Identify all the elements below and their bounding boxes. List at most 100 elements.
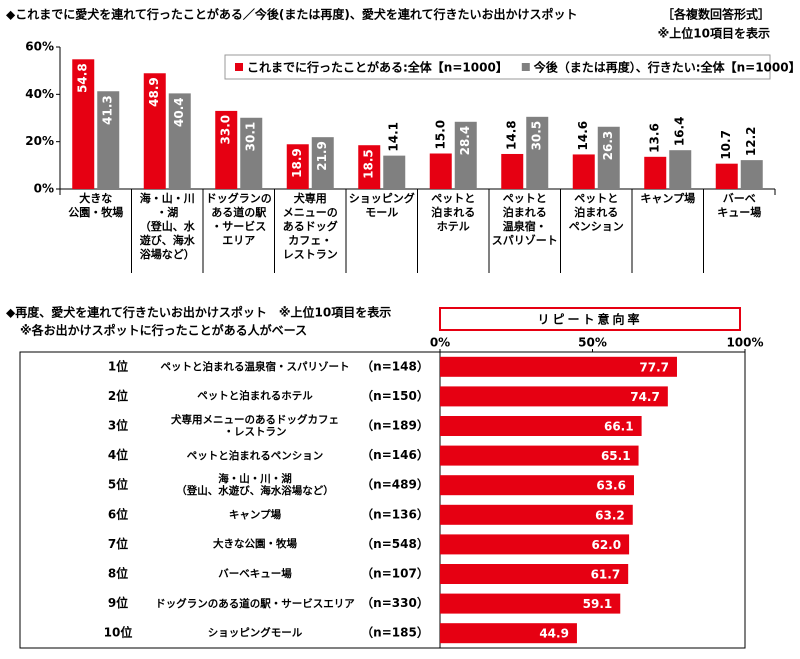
value-label: 77.7 [639,360,669,374]
n-label: （n=185） [361,625,429,640]
x-tick-label: ドッグランの ある道の駅 ・サービス エリア [205,192,272,247]
n-label: （n=136） [361,506,429,521]
value-label: 14.8 [505,120,519,150]
bar [440,593,621,614]
bar [143,73,166,189]
rank-label: 3位 [108,418,128,433]
value-label: 16.4 [673,117,687,147]
y-tick-label: ペットと泊まれるホテル [197,390,313,403]
bar [358,145,381,189]
y-tick-label: ペットと泊まれる温泉宿・スパリゾート [160,360,350,373]
value-label: 74.7 [630,390,660,404]
bar [440,386,668,407]
value-label: 18.9 [290,148,304,178]
value-label: 66.1 [604,420,634,434]
legend-box [224,54,771,80]
bar [286,144,309,189]
value-label: 21.9 [315,141,329,171]
value-label: 63.2 [595,508,625,522]
bar [501,153,524,189]
value-label: 48.9 [147,77,161,107]
value-label: 40.4 [172,97,186,127]
x-tick-label: ペットと 泊まれる ペンション [568,192,624,233]
bar [440,445,639,466]
x-tick-label: 大きな 公園・牧場 [68,192,124,219]
n-label: （n=548） [361,536,429,551]
bar [669,150,692,189]
bar [440,416,642,436]
value-label: 59.1 [583,597,613,611]
rank-label: 10位 [104,625,133,640]
rank-label: 8位 [108,566,128,581]
value-label: 41.3 [101,95,115,125]
axis-title-box [439,307,741,331]
value-label: 14.1 [387,122,401,152]
x-tick-label: バーベ キュー場 [717,192,762,219]
bar [526,116,549,189]
rank-label: 6位 [108,506,128,521]
y-tick-label: 60% [25,40,54,54]
bar [215,110,238,189]
rank-label: 9位 [108,595,128,610]
value-label: 33.0 [219,115,233,145]
bar [454,121,477,189]
n-label: （n=150） [361,388,429,403]
y-tick-label: ドッグランのある道の駅・サービスエリア [155,597,355,610]
bar [644,156,667,189]
value-label: 30.5 [530,121,544,151]
n-label: （n=489） [361,477,429,492]
rank-label: 4位 [108,447,128,462]
value-label: 28.4 [458,126,472,156]
bar [168,93,191,189]
bar [440,475,634,496]
value-label: 10.7 [719,130,733,160]
n-label: （n=330） [361,595,429,610]
y-tick-label: 20% [25,134,54,148]
bar [440,504,633,525]
chart-title: ◆これまでに愛犬を連れて行ったことがある／今後(または再度)、愛犬を連れて行きた… [6,7,577,22]
bar [240,117,263,189]
x-tick-label: キャンプ場 [640,192,696,205]
bar [740,160,763,189]
x-tick-label: 0% [430,336,450,350]
n-label: （n=148） [361,358,429,373]
bar [597,126,620,189]
answer-format: ［各複数回答形式］ [662,7,770,22]
value-label: 13.6 [648,123,662,153]
legend-swatch [521,63,530,71]
legend-label: これまでに行ったことがある:全体【n=1000】 [247,60,508,75]
plot-frame [19,351,746,649]
n-label: （n=107） [361,566,429,581]
y-tick-label: 0% [34,182,54,196]
y-tick-label: キャンプ場 [228,508,282,521]
x-tick-label: ショッピング モール [348,192,415,219]
rank-label: 1位 [108,358,128,373]
x-tick-label: ペットと 泊まれる ホテル [431,192,476,233]
value-label: 44.9 [539,627,569,641]
n-label: （n=189） [361,418,429,433]
x-tick-label: 100% [726,336,763,350]
rank-label: 2位 [108,388,128,403]
y-tick-label: 40% [25,87,54,101]
value-label: 54.8 [76,63,90,93]
note: ※上位10項目を表示 [658,26,770,41]
value-label: 30.1 [244,122,258,152]
legend-label: 今後（または再度）、行きたい:全体【n=1000】 [533,60,800,75]
bar [97,91,120,189]
y-tick-label: ペットと泊まれるペンション [186,449,324,462]
bar [429,153,452,189]
value-label: 65.1 [601,449,631,463]
bar [311,137,334,189]
chart-subtitle: ※各お出かけスポットに行ったことがある人がベース [20,323,307,338]
y-tick-label: 大きな公園・牧場 [213,538,297,551]
bar [383,155,406,189]
value-label: 61.7 [591,568,621,582]
chart-title: ◆再度、愛犬を連れて行きたいお出かけスポット ※上位10項目を表示 [6,305,391,320]
value-label: 14.6 [576,121,590,151]
rank-label: 7位 [108,536,128,551]
y-tick-label: バーベキュー場 [218,567,292,580]
bar [715,163,738,189]
legend-swatch [235,63,243,71]
bar [440,356,677,377]
